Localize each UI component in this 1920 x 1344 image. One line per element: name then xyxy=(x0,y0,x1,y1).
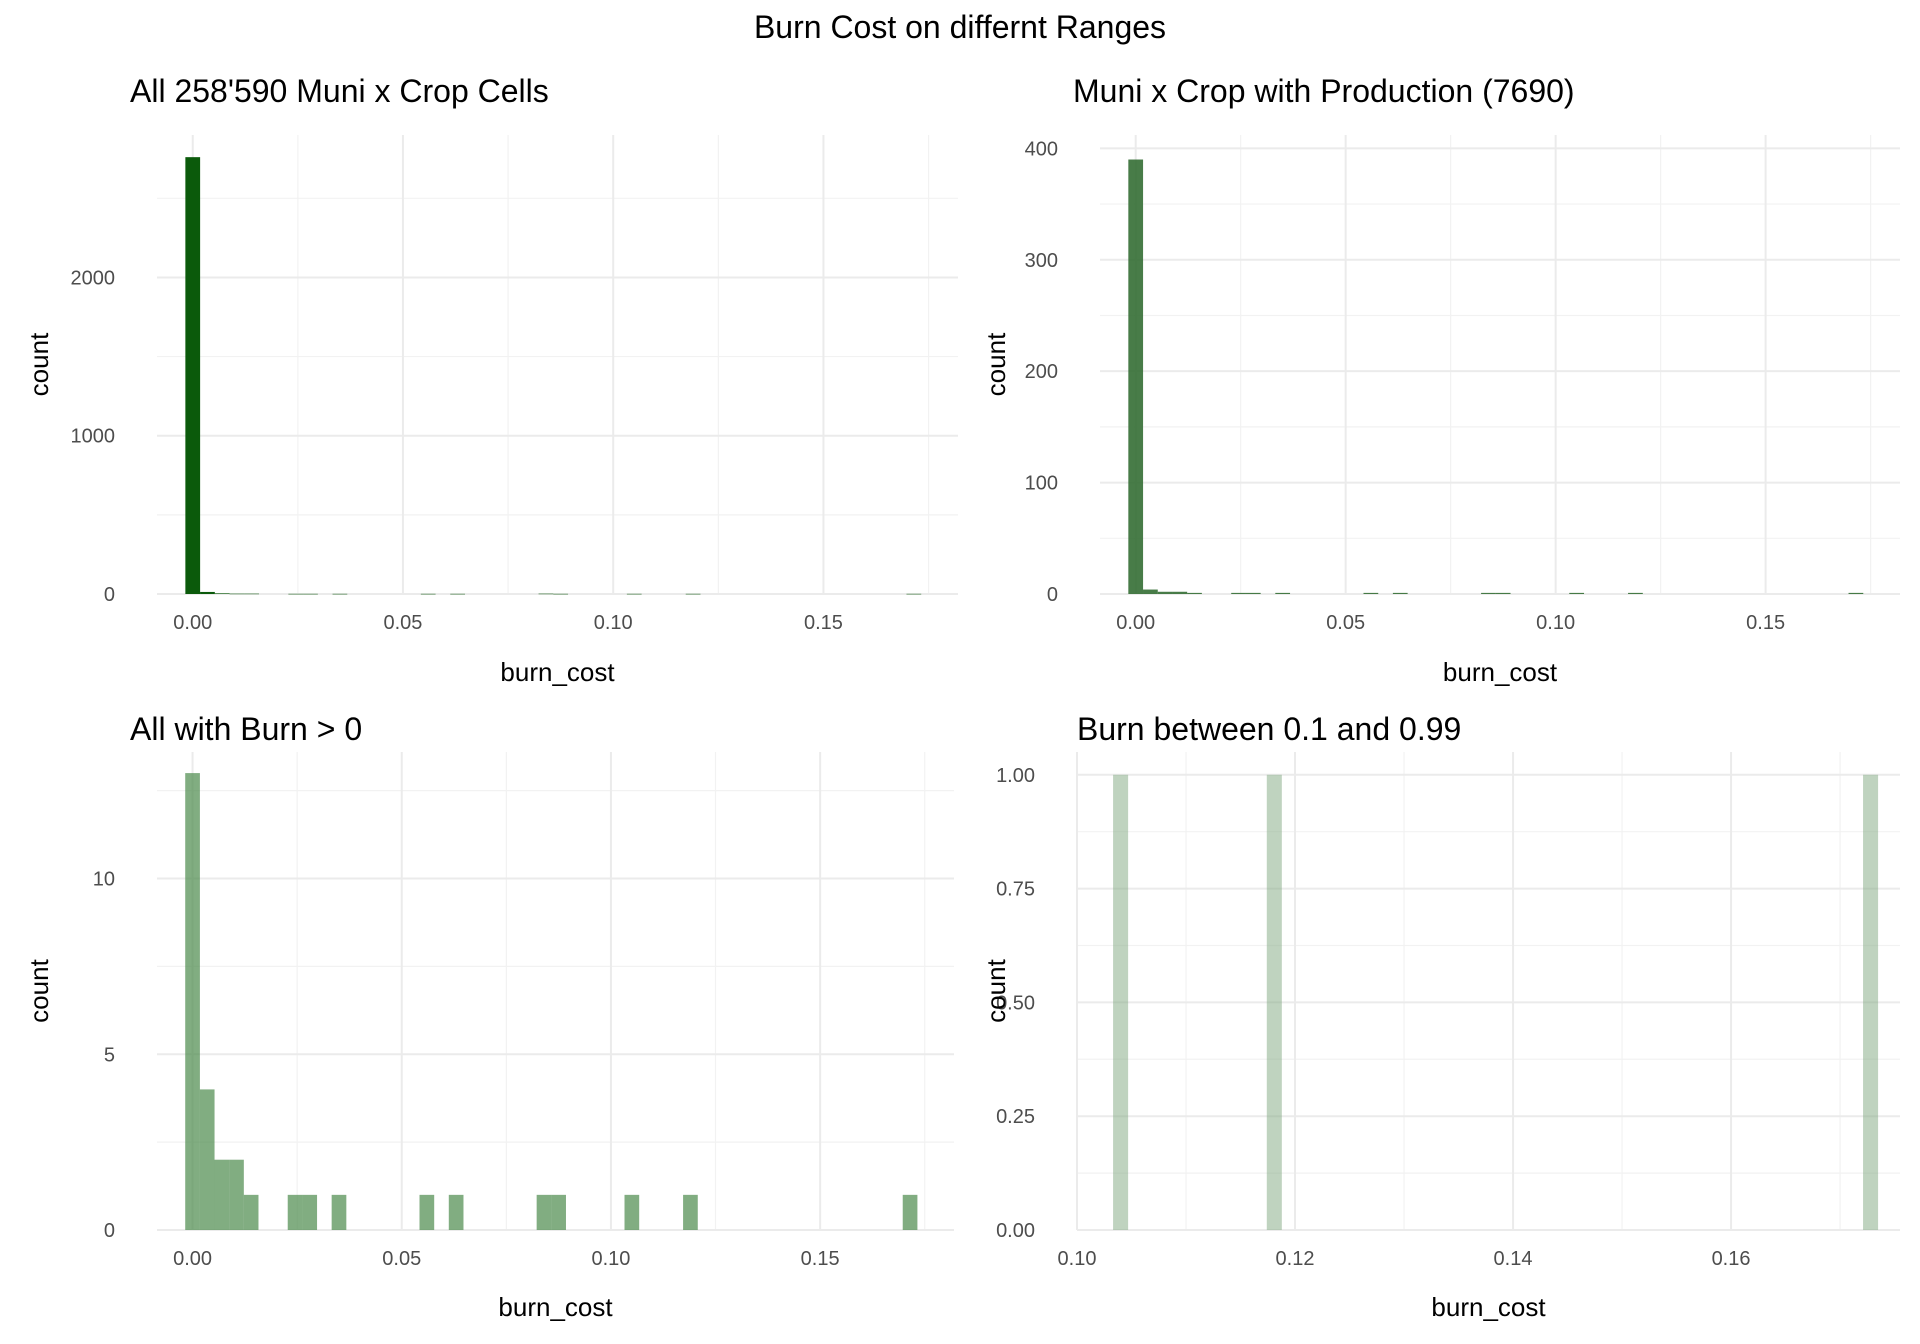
histogram-bar xyxy=(683,1194,698,1230)
panel-title: Muni x Crop with Production (7690) xyxy=(1073,73,1575,109)
histogram-bar xyxy=(1266,774,1282,1230)
histogram-bar xyxy=(244,593,259,595)
histogram-bar xyxy=(302,1194,318,1230)
histogram-bar xyxy=(229,1159,244,1230)
histogram-bar xyxy=(214,1159,230,1230)
histogram-bar xyxy=(332,593,348,595)
x-tick-label: 0.15 xyxy=(804,612,843,634)
x-tick-label: 0.00 xyxy=(1116,612,1155,634)
x-tick-label: 0.00 xyxy=(173,1248,212,1270)
histogram-bar xyxy=(450,593,466,595)
x-tick-label: 0.10 xyxy=(1058,1248,1097,1270)
y-tick-label: 5 xyxy=(104,1044,115,1066)
histogram-bar xyxy=(1128,159,1144,594)
histogram-bar xyxy=(902,1194,918,1230)
x-tick-label: 0.16 xyxy=(1712,1248,1751,1270)
x-tick-label: 0.05 xyxy=(384,612,423,634)
x-tick-label: 0.10 xyxy=(594,612,633,634)
histogram-bar xyxy=(1363,592,1379,594)
y-axis-title: count xyxy=(24,958,54,1022)
histogram-bar xyxy=(448,1194,464,1230)
histogram-bar xyxy=(1495,592,1511,594)
histogram-bar xyxy=(243,1194,259,1230)
figure-title: Burn Cost on differnt Ranges xyxy=(754,9,1166,45)
y-tick-label: 200 xyxy=(1025,361,1058,383)
histogram-bar xyxy=(1481,592,1496,594)
x-tick-label: 0.10 xyxy=(591,1248,630,1270)
histogram-bar xyxy=(1392,592,1408,594)
y-tick-label: 0.00 xyxy=(996,1220,1035,1242)
y-tick-label: 2000 xyxy=(71,267,116,289)
panel-title: Burn between 0.1 and 0.99 xyxy=(1077,711,1461,747)
histogram-bar xyxy=(685,593,701,595)
y-tick-label: 0.25 xyxy=(996,1106,1035,1128)
histogram-bar xyxy=(1275,592,1291,594)
x-tick-label: 0.12 xyxy=(1276,1248,1315,1270)
histogram-bar xyxy=(331,1194,347,1230)
histogram-bar xyxy=(626,593,642,595)
y-tick-label: 100 xyxy=(1025,473,1058,495)
y-tick-label: 1000 xyxy=(71,426,116,448)
x-tick-label: 0.05 xyxy=(382,1248,421,1270)
y-tick-label: 0.50 xyxy=(996,992,1035,1014)
x-axis-title: burn_cost xyxy=(1443,657,1558,687)
histogram-bar xyxy=(906,593,922,595)
y-tick-label: 0 xyxy=(104,584,115,606)
panel-title: All 258'590 Muni x Crop Cells xyxy=(130,73,549,109)
panel-1: 0.00 0.05 0.10 0.15 0 1000 2000 burn_cost count A… xyxy=(24,73,958,687)
histogram-bar xyxy=(288,593,304,595)
histogram-bar xyxy=(420,593,436,595)
x-axis-title: burn_cost xyxy=(1431,1292,1546,1322)
y-tick-label: 0 xyxy=(1047,584,1058,606)
histogram-bar xyxy=(214,593,230,594)
y-tick-label: 400 xyxy=(1025,138,1058,160)
panel-2: 0.00 0.05 0.10 0.15 0 100 200 300 400 burn_cost co… xyxy=(981,73,1900,687)
histogram-bar xyxy=(624,1194,640,1230)
histogram-bar xyxy=(229,593,245,595)
histogram-bar xyxy=(185,773,200,1230)
histogram-bar xyxy=(419,1194,435,1230)
histogram-bar xyxy=(200,591,215,594)
x-tick-label: 0.14 xyxy=(1494,1248,1533,1270)
panel-3: 0.00 0.05 0.10 0.15 0 5 10 burn_cost count All wi… xyxy=(24,711,954,1322)
histogram-bar xyxy=(553,593,569,595)
histogram-bar xyxy=(551,1194,566,1230)
histogram-bar xyxy=(536,1194,552,1230)
histogram-bar xyxy=(538,593,554,595)
histogram-bar xyxy=(1569,592,1585,594)
histogram-bar xyxy=(1231,592,1246,594)
histogram-bar xyxy=(1143,589,1158,594)
panel-title: All with Burn > 0 xyxy=(130,711,362,747)
histogram-bar xyxy=(1113,774,1129,1230)
y-tick-label: 300 xyxy=(1025,250,1058,272)
x-tick-label: 0.05 xyxy=(1326,612,1365,634)
histogram-bar xyxy=(185,157,201,594)
x-axis-title: burn_cost xyxy=(500,657,615,687)
y-axis-title: count xyxy=(24,332,54,396)
histogram-bar xyxy=(1172,591,1188,594)
panel-4: 0.10 0.12 0.14 0.16 0.00 0.25 0.50 0.75 1.00 burn… xyxy=(981,711,1900,1322)
histogram-bar xyxy=(303,593,318,595)
histogram-bar xyxy=(287,1194,303,1230)
x-axis-title: burn_cost xyxy=(498,1292,613,1322)
histogram-bar xyxy=(1245,592,1261,594)
x-tick-label: 0.15 xyxy=(801,1248,840,1270)
histogram-bar xyxy=(199,1089,215,1230)
x-tick-label: 0.00 xyxy=(173,612,212,634)
histogram-bar xyxy=(1187,592,1202,594)
histogram-bar xyxy=(1863,774,1879,1230)
histogram-bar xyxy=(1848,592,1864,594)
x-tick-label: 0.15 xyxy=(1746,612,1785,634)
x-tick-label: 0.10 xyxy=(1536,612,1575,634)
y-tick-label: 1.00 xyxy=(996,765,1035,787)
y-tick-label: 0 xyxy=(104,1220,115,1242)
y-tick-label: 0.75 xyxy=(996,879,1035,901)
histogram-bar xyxy=(1157,591,1173,594)
y-tick-label: 10 xyxy=(93,869,115,891)
y-axis-title: count xyxy=(981,958,1011,1022)
histogram-bar xyxy=(1628,592,1643,594)
y-axis-title: count xyxy=(981,332,1011,396)
